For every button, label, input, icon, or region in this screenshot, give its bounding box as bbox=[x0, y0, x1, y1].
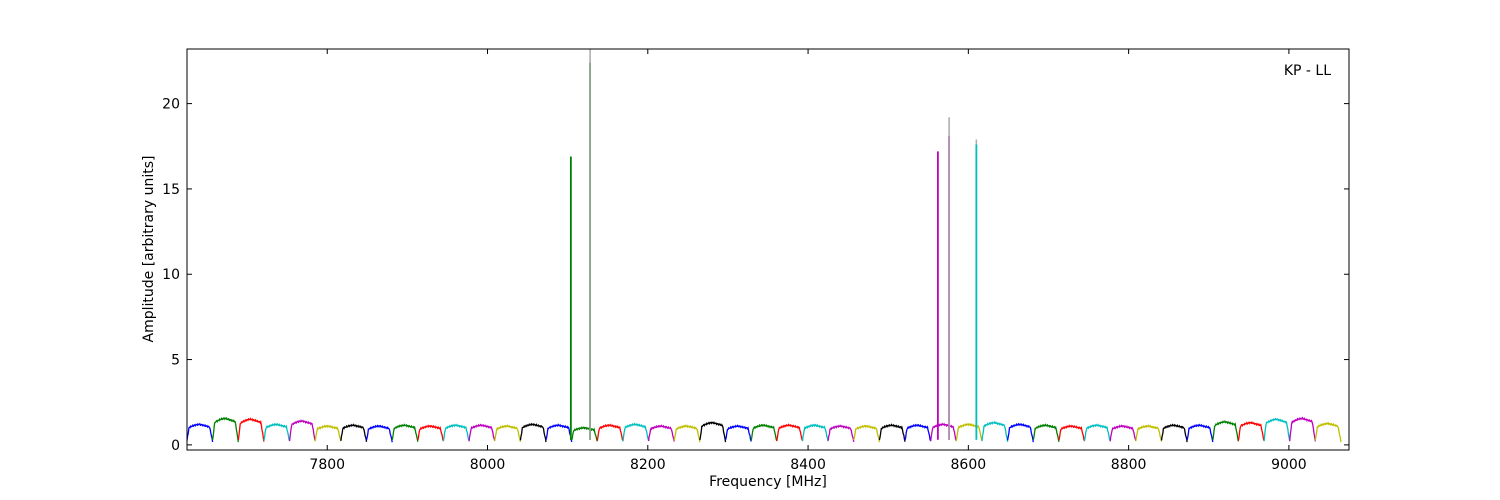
y-tick-label: 15 bbox=[162, 182, 180, 198]
channel-curve bbox=[1186, 423, 1214, 443]
channel-curve bbox=[930, 422, 957, 442]
channel-curve bbox=[776, 423, 804, 442]
channel-curve bbox=[288, 419, 316, 442]
y-tick-label: 0 bbox=[171, 438, 180, 454]
channel-curve bbox=[1135, 423, 1163, 442]
channel-curve bbox=[878, 423, 906, 442]
y-tick-label: 10 bbox=[162, 267, 180, 283]
channel-curve bbox=[365, 424, 393, 443]
channel-curve bbox=[1083, 423, 1111, 442]
x-tick-label: 8800 bbox=[1111, 457, 1147, 473]
channel-curve bbox=[1263, 417, 1291, 442]
channel-curve bbox=[571, 425, 598, 442]
y-tick-label: 5 bbox=[171, 353, 180, 369]
channel-curve bbox=[1212, 419, 1240, 442]
channel-curve bbox=[673, 424, 701, 443]
channel-curve bbox=[1160, 423, 1188, 443]
channel-curve bbox=[699, 421, 727, 443]
x-axis-ticks: 7800 8000 8200 8400 8600 8800 9000 bbox=[309, 49, 1307, 473]
y-axis-ticks: 0 5 10 15 20 bbox=[162, 97, 1349, 454]
channel-curve bbox=[622, 422, 650, 442]
channel-curve bbox=[391, 423, 419, 442]
channel-curve bbox=[981, 420, 1009, 442]
y-tick-label: 20 bbox=[162, 97, 180, 113]
channel-curve bbox=[494, 424, 522, 442]
channel-curve bbox=[1109, 424, 1137, 442]
chart-annotation: KP - LL bbox=[1284, 63, 1331, 79]
channel-curve bbox=[545, 423, 573, 443]
spike-layer bbox=[569, 49, 978, 440]
x-tick-label: 8600 bbox=[951, 457, 987, 473]
channel-curve bbox=[1032, 423, 1060, 443]
channel-curve bbox=[596, 423, 624, 442]
channel-curve bbox=[263, 422, 291, 442]
x-tick-label: 9000 bbox=[1271, 457, 1307, 473]
channel-curve bbox=[314, 424, 342, 442]
channel-curve bbox=[340, 423, 368, 442]
x-axis-label: Frequency [MHz] bbox=[709, 474, 827, 490]
plot-frame bbox=[186, 48, 1350, 451]
channel-curve bbox=[442, 423, 470, 442]
channel-curve bbox=[237, 417, 265, 442]
channel-curve bbox=[1314, 421, 1342, 443]
channel-curve bbox=[186, 422, 214, 443]
channel-curve bbox=[827, 424, 855, 443]
channel-curve bbox=[1237, 420, 1265, 442]
channel-curve bbox=[955, 422, 983, 442]
x-tick-label: 8200 bbox=[630, 457, 666, 473]
channel-curve bbox=[750, 423, 778, 442]
channel-curve bbox=[1289, 416, 1316, 442]
channel-curve bbox=[1006, 422, 1034, 443]
channel-curve bbox=[468, 423, 496, 442]
y-axis-label: Amplitude [arbitrary units] bbox=[141, 156, 157, 343]
channel-curve bbox=[519, 422, 547, 443]
channel-curve bbox=[904, 423, 932, 442]
channel-curve bbox=[417, 424, 445, 442]
x-tick-label: 8000 bbox=[470, 457, 506, 473]
channel-curve bbox=[211, 416, 239, 443]
channel-curve bbox=[801, 423, 829, 442]
channel-curve bbox=[1058, 424, 1086, 442]
channel-curve bbox=[724, 424, 752, 442]
x-tick-label: 8400 bbox=[790, 457, 826, 473]
series-layer bbox=[186, 416, 1342, 443]
x-tick-label: 7800 bbox=[309, 457, 345, 473]
channel-curve bbox=[853, 424, 881, 443]
channel-curve bbox=[647, 424, 675, 442]
